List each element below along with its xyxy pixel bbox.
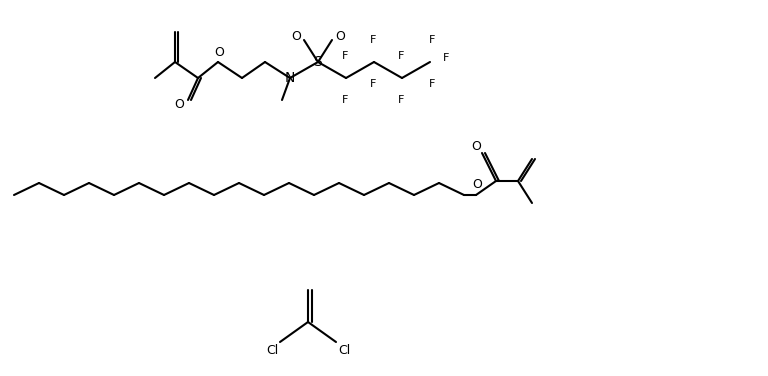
Text: F: F [370,35,376,45]
Text: N: N [285,71,295,85]
Text: F: F [443,53,449,63]
Text: F: F [342,95,348,105]
Text: O: O [214,45,224,59]
Text: O: O [472,177,482,191]
Text: F: F [429,35,435,45]
Text: Cl: Cl [338,344,350,356]
Text: Cl: Cl [266,344,278,356]
Text: F: F [398,51,404,61]
Text: F: F [370,79,376,89]
Text: F: F [398,95,404,105]
Text: O: O [291,29,301,42]
Text: F: F [429,79,435,89]
Text: F: F [342,51,348,61]
Text: S: S [313,55,323,69]
Text: O: O [471,141,481,153]
Text: O: O [174,97,184,111]
Text: O: O [335,29,345,42]
